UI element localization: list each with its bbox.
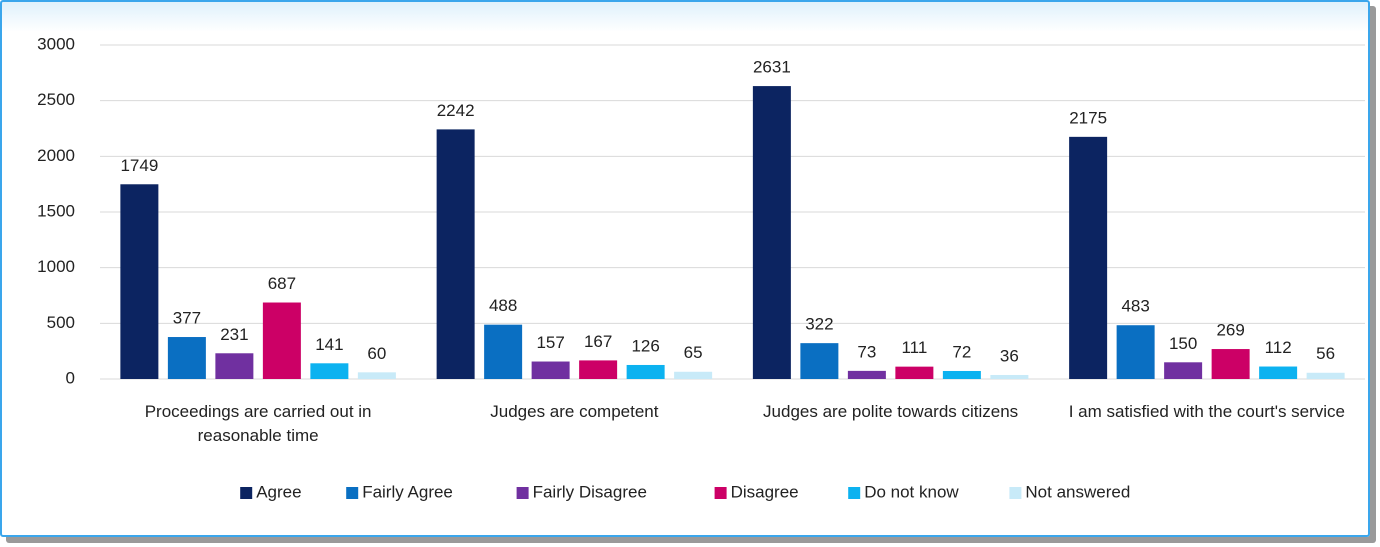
bar [1259, 366, 1298, 379]
bar [167, 337, 206, 379]
data-label: 269 [1216, 321, 1244, 340]
data-label: 687 [268, 274, 296, 293]
data-label: 1749 [120, 156, 158, 175]
x-tick-label: Judges are competent [490, 402, 659, 421]
bar [120, 184, 159, 379]
y-tick-label: 0 [66, 368, 75, 387]
bar [626, 364, 665, 379]
data-label: 167 [584, 332, 612, 351]
bar [1116, 325, 1155, 379]
bar [800, 343, 839, 379]
data-label: 65 [684, 343, 703, 362]
bar [1306, 372, 1345, 379]
legend-label: Agree [256, 482, 301, 501]
legend-label: Fairly Disagree [533, 482, 647, 501]
bar [847, 370, 886, 379]
bar [215, 353, 254, 379]
legend-swatch [1009, 487, 1022, 499]
bar [436, 129, 475, 379]
data-label: 231 [220, 325, 248, 344]
data-label: 60 [367, 344, 386, 363]
legend-label: Not answered [1025, 482, 1130, 501]
data-label: 157 [536, 333, 564, 352]
data-label: 2175 [1069, 108, 1107, 127]
legend-label: Fairly Agree [362, 482, 453, 501]
data-label: 483 [1121, 297, 1149, 316]
bar [990, 374, 1029, 379]
data-label: 56 [1316, 344, 1335, 363]
data-label: 2631 [753, 58, 791, 77]
data-label: 126 [631, 336, 659, 355]
legend-swatch [516, 487, 529, 499]
y-tick-label: 2000 [37, 146, 75, 165]
y-tick-label: 3000 [37, 34, 75, 53]
x-tick-label: I am satisfied with the court's service [1068, 402, 1346, 421]
data-label: 141 [315, 335, 343, 354]
bar [357, 372, 396, 379]
data-label: 488 [489, 296, 517, 315]
data-label: 36 [1000, 346, 1019, 365]
legend-label: Disagree [731, 482, 799, 501]
bar [531, 361, 570, 379]
bar [579, 360, 618, 379]
y-tick-label: 500 [47, 313, 75, 332]
bar [1069, 136, 1108, 379]
bar [262, 302, 301, 379]
bar [942, 370, 981, 379]
bar [1211, 349, 1250, 379]
data-label: 72 [952, 342, 971, 361]
bar [752, 86, 791, 379]
legend-swatch [240, 487, 253, 499]
y-tick-label: 2500 [37, 90, 75, 109]
data-label: 322 [805, 315, 833, 334]
data-label: 73 [857, 342, 876, 361]
bar [310, 363, 349, 379]
data-label: 112 [1265, 338, 1292, 357]
data-label: 377 [173, 309, 201, 328]
x-tick-label: Proceedings are carried out in reasonabl… [144, 402, 372, 445]
legend-label: Do not know [864, 482, 959, 501]
data-label: 2242 [437, 101, 475, 120]
legend-swatch [346, 487, 359, 499]
chart-frame [0, 0, 1370, 537]
legend-swatch [714, 487, 727, 499]
bar [484, 324, 523, 379]
legend-swatch [848, 487, 861, 499]
y-tick-label: 1000 [37, 257, 75, 276]
x-tick-label: Judges are polite towards citizens [763, 402, 1019, 421]
data-label: 111 [901, 338, 927, 357]
y-tick-label: 1500 [37, 201, 75, 220]
bar [1164, 362, 1203, 379]
bar [674, 371, 713, 379]
data-label: 150 [1169, 334, 1197, 353]
bar [895, 366, 934, 379]
